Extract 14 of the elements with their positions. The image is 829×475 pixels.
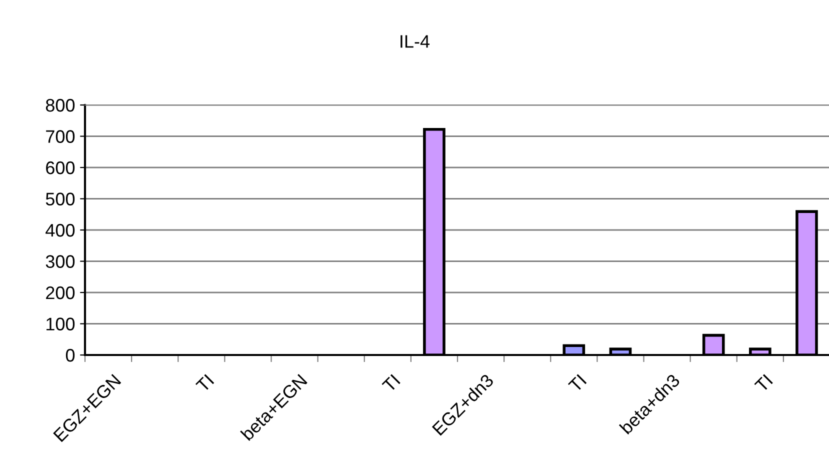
y-tick-label: 600 bbox=[46, 161, 75, 174]
x-tick-label: TI bbox=[195, 374, 214, 393]
x-tick-label: TI bbox=[754, 374, 773, 393]
y-tick-label: 200 bbox=[46, 286, 75, 300]
y-tick-label: 100 bbox=[46, 318, 75, 330]
x-tick-label: TI bbox=[382, 374, 400, 393]
y-tick-label: 300 bbox=[46, 255, 75, 268]
y-tick-label: 500 bbox=[46, 192, 75, 206]
y-tick-label: 400 bbox=[46, 224, 75, 237]
y-tick-label: 0 bbox=[66, 348, 75, 362]
y-tick-label: 700 bbox=[46, 130, 75, 143]
x-tick-label: TI bbox=[568, 374, 587, 393]
chart-title: IL-4 bbox=[400, 35, 430, 48]
y-tick-label: 800 bbox=[46, 98, 75, 112]
